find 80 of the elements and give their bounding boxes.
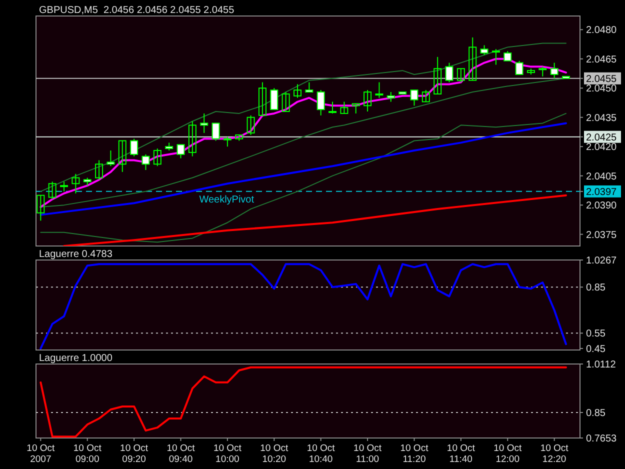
candlestick bbox=[246, 114, 255, 136]
candlestick bbox=[386, 92, 395, 102]
y-tick-label: 2.0435 bbox=[586, 112, 618, 124]
x-tick-label: 10 Oct 09:40 bbox=[166, 443, 196, 465]
candlestick bbox=[515, 60, 524, 75]
x-tick-label: 10 Oct 09:20 bbox=[120, 443, 148, 465]
candlestick bbox=[48, 181, 56, 200]
y-tick-label: 2.0390 bbox=[586, 200, 618, 212]
y-tick-label: 2.0405 bbox=[586, 171, 618, 182]
candlestick bbox=[72, 173, 80, 194]
candlestick bbox=[410, 90, 418, 106]
line-series bbox=[40, 42, 566, 192]
x-tick-label: 10 Oct 10:20 bbox=[260, 443, 288, 465]
y-tick-label: 0.85 bbox=[586, 282, 606, 294]
y-tick-label: 0.85 bbox=[586, 408, 606, 420]
candlestick bbox=[258, 82, 266, 116]
candlestick bbox=[293, 84, 302, 98]
candlestick bbox=[352, 103, 360, 114]
x-tick-label: 10 Oct 12:00 bbox=[494, 443, 522, 465]
candlestick bbox=[305, 82, 314, 93]
candlestick bbox=[176, 144, 185, 159]
x-tick-label: 10 Oct 11:40 bbox=[446, 443, 476, 465]
candlestick bbox=[118, 140, 126, 172]
candlestick bbox=[480, 44, 488, 56]
y-tick-label: 2.0450 bbox=[586, 84, 618, 95]
candlestick bbox=[106, 150, 115, 167]
y-tick-label: 2.0455 bbox=[586, 74, 618, 85]
x-tick-label: 10 Oct 10:00 bbox=[213, 443, 242, 465]
candlestick bbox=[212, 122, 220, 142]
candlestick bbox=[434, 56, 442, 94]
y-tick-label: 0.45 bbox=[586, 344, 606, 355]
candlestick bbox=[60, 181, 68, 192]
candlestick bbox=[200, 112, 208, 134]
candlestick bbox=[456, 68, 465, 83]
candlestick bbox=[95, 160, 104, 180]
x-tick-label: 10 Oct 12:20 bbox=[540, 443, 569, 465]
candlestick bbox=[153, 148, 162, 167]
candlestick bbox=[223, 136, 232, 148]
line-series bbox=[40, 122, 567, 216]
candlestick bbox=[316, 90, 325, 116]
candlestick bbox=[340, 101, 348, 114]
candlestick bbox=[188, 120, 196, 157]
y-tick-label: 2.0375 bbox=[586, 230, 618, 241]
line-series bbox=[40, 366, 567, 438]
candlestick bbox=[282, 92, 290, 112]
candlestick bbox=[364, 90, 372, 112]
candlestick bbox=[142, 154, 150, 170]
candlestick bbox=[492, 48, 500, 66]
x-tick-label: 10 Oct 11:20 bbox=[400, 443, 429, 465]
y-tick-label: 2.0397 bbox=[586, 186, 618, 198]
y-tick-label: 2.0425 bbox=[586, 132, 618, 144]
line-series bbox=[40, 112, 566, 243]
ref-line-label: WeeklyPivot bbox=[199, 194, 254, 206]
candlestick bbox=[550, 62, 558, 79]
y-tick-label: 0.55 bbox=[586, 328, 606, 340]
y-tick-label: 2.0465 bbox=[586, 54, 618, 66]
x-tick-label: 10 Oct 2007 bbox=[26, 443, 56, 465]
chart-title: GBPUSD,M5 2.0456 2.0456 2.0455 2.0455 bbox=[39, 5, 235, 16]
x-tick-label: 10 Oct 09:00 bbox=[73, 443, 102, 465]
candlestick bbox=[130, 138, 138, 157]
candlestick bbox=[468, 36, 477, 81]
candlestick bbox=[445, 62, 454, 83]
candlestick bbox=[270, 88, 278, 110]
y-tick-label: 1.0112 bbox=[586, 360, 616, 370]
x-tick-label: 10 Oct 11:00 bbox=[354, 443, 382, 465]
y-tick-label: 1.0267 bbox=[586, 256, 618, 266]
y-tick-label: 2.0480 bbox=[586, 25, 618, 36]
candlestick bbox=[422, 90, 430, 102]
candlestick bbox=[36, 194, 45, 222]
candlestick bbox=[504, 50, 512, 62]
candlestick bbox=[328, 101, 337, 114]
chart-title: Laguerre 1.0000 bbox=[39, 353, 113, 364]
candlestick bbox=[375, 82, 384, 98]
line-series bbox=[63, 194, 567, 246]
line-series bbox=[40, 263, 567, 350]
chart-title: Laguerre 0.4783 bbox=[39, 249, 113, 260]
x-tick-label: 10 Oct 10:40 bbox=[306, 443, 336, 465]
candlestick bbox=[538, 66, 547, 77]
y-tick-label: 2.0420 bbox=[586, 142, 618, 154]
y-tick-label: 0.7653 bbox=[586, 434, 618, 444]
